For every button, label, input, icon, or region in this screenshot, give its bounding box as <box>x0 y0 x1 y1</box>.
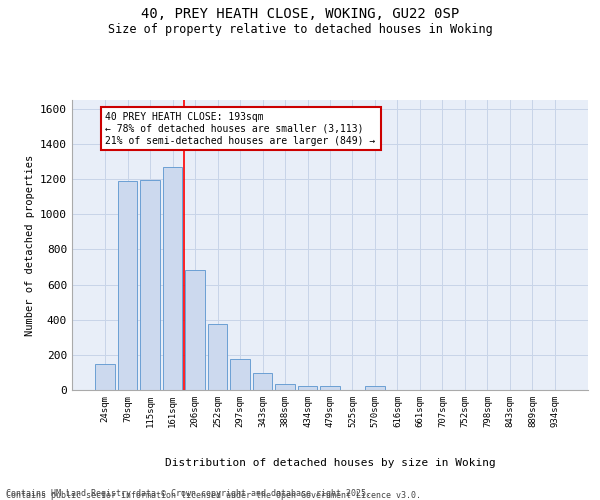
Bar <box>140 180 160 390</box>
Bar <box>163 167 182 390</box>
Bar <box>118 181 137 390</box>
Text: Contains HM Land Registry data © Crown copyright and database right 2025.: Contains HM Land Registry data © Crown c… <box>6 488 371 498</box>
Text: Size of property relative to detached houses in Woking: Size of property relative to detached ho… <box>107 22 493 36</box>
Bar <box>365 386 385 390</box>
Bar <box>320 386 340 390</box>
Bar <box>298 386 317 390</box>
Bar <box>95 364 115 390</box>
Text: 40, PREY HEATH CLOSE, WOKING, GU22 0SP: 40, PREY HEATH CLOSE, WOKING, GU22 0SP <box>141 8 459 22</box>
Text: 40 PREY HEATH CLOSE: 193sqm
← 78% of detached houses are smaller (3,113)
21% of : 40 PREY HEATH CLOSE: 193sqm ← 78% of det… <box>106 112 376 146</box>
Text: Contains public sector information licensed under the Open Government Licence v3: Contains public sector information licen… <box>6 491 421 500</box>
Y-axis label: Number of detached properties: Number of detached properties <box>25 154 35 336</box>
Bar <box>230 359 250 390</box>
Bar <box>208 324 227 390</box>
Text: Distribution of detached houses by size in Woking: Distribution of detached houses by size … <box>164 458 496 468</box>
Bar <box>275 384 295 390</box>
Bar <box>185 270 205 390</box>
Bar <box>253 374 272 390</box>
